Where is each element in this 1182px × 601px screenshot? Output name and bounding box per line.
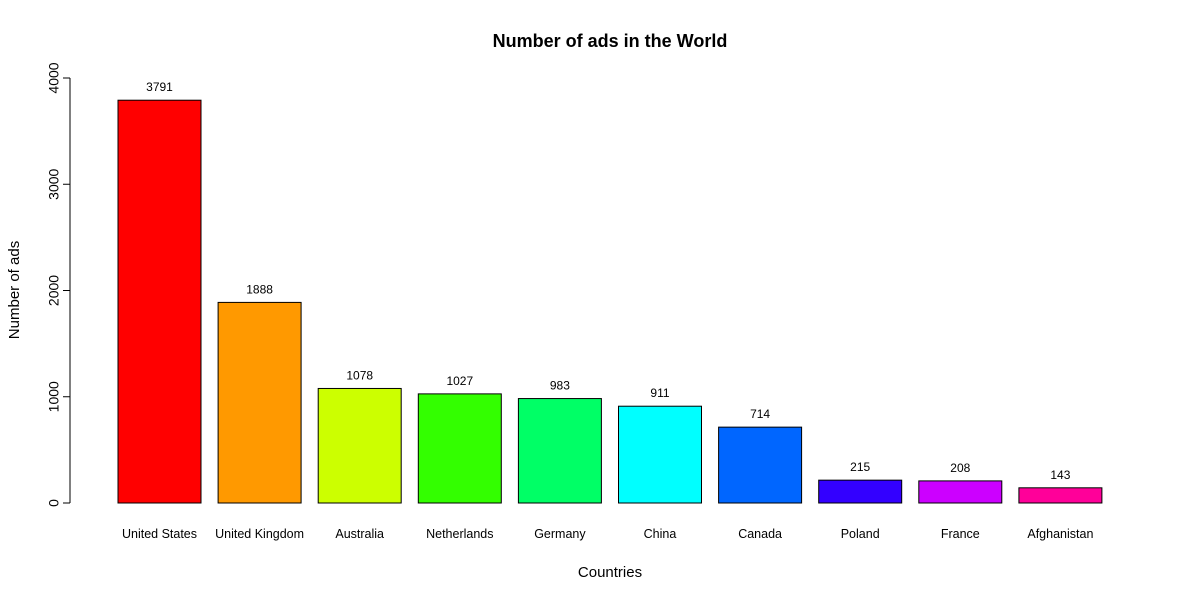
x-tick-label: United Kingdom <box>215 527 304 541</box>
x-tick-label: Netherlands <box>426 527 493 541</box>
bar <box>317 387 402 504</box>
y-axis: 0 1000 2000 3000 4000 <box>46 62 71 507</box>
data-labels-group: 3791 1888 1078 1027 983 911 714 215 208 143 <box>146 80 1071 482</box>
x-tick-label: Afghanistan <box>1027 527 1093 541</box>
y-axis-label: Number of ads <box>6 241 23 339</box>
bar <box>718 426 803 504</box>
y-tick-label: 3000 <box>46 168 62 199</box>
data-label: 208 <box>950 461 970 475</box>
data-label: 983 <box>550 379 570 393</box>
bar <box>918 480 1003 504</box>
x-tick-label: China <box>644 527 677 541</box>
y-tick-label: 1000 <box>46 381 62 412</box>
bars-group <box>117 99 1103 504</box>
bar <box>1018 487 1103 504</box>
y-tick-label: 2000 <box>46 275 62 306</box>
bar <box>517 398 602 504</box>
y-tick-label: 4000 <box>46 62 62 93</box>
data-label: 911 <box>650 386 669 400</box>
y-tick-label: 0 <box>46 499 62 507</box>
x-tick-label: France <box>941 527 980 541</box>
x-tick-label: Canada <box>738 527 782 541</box>
data-label: 215 <box>850 460 870 474</box>
bar <box>117 99 202 504</box>
bar <box>618 405 702 504</box>
data-label: 143 <box>1050 468 1070 482</box>
chart-title: Number of ads in the World <box>493 31 728 51</box>
bar <box>417 393 502 504</box>
bar <box>818 479 903 504</box>
data-label: 1027 <box>446 374 473 388</box>
data-label: 3791 <box>146 80 173 94</box>
x-tick-label: Germany <box>534 527 586 541</box>
x-tick-label: United States <box>122 527 197 541</box>
data-label: 714 <box>750 407 770 421</box>
x-tick-label: Australia <box>335 527 384 541</box>
x-axis-label: Countries <box>578 564 642 581</box>
category-labels-group: United States United Kingdom Australia Neth… <box>122 527 1093 541</box>
data-label: 1888 <box>246 282 273 296</box>
x-tick-label: Poland <box>841 527 880 541</box>
bar <box>217 301 302 504</box>
data-label: 1078 <box>346 368 373 382</box>
